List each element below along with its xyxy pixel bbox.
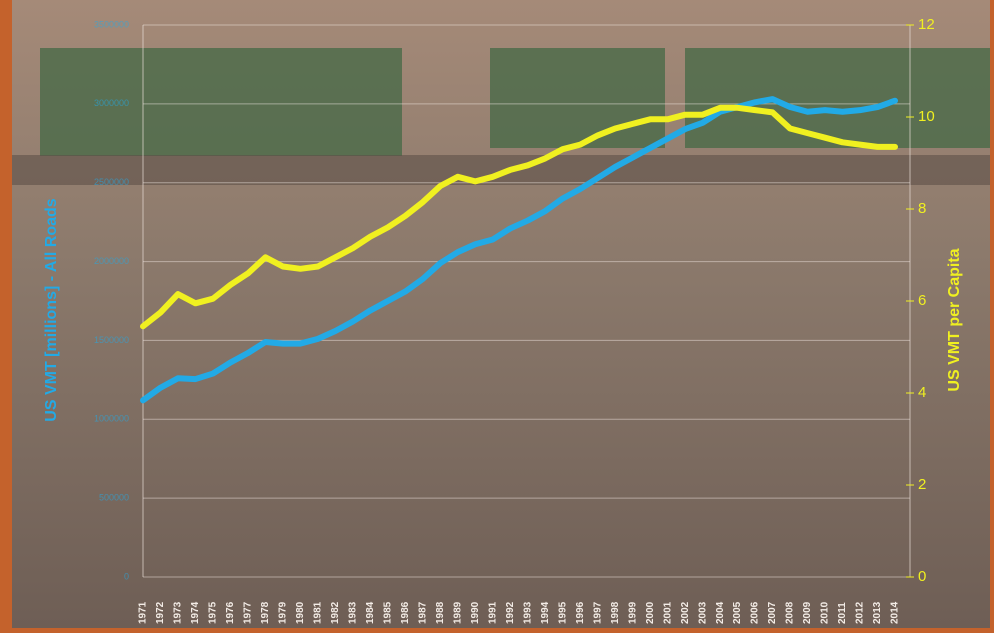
x-tick-label: 2000 <box>645 601 656 624</box>
x-tick-label: 2001 <box>662 601 673 624</box>
x-tick-label: 1972 <box>155 601 166 624</box>
x-tick-label: 1973 <box>173 601 184 624</box>
x-tick-label: 2014 <box>890 601 901 624</box>
series-line <box>140 96 898 404</box>
sign <box>685 48 990 148</box>
overpass <box>12 155 990 185</box>
x-tick-label: 1991 <box>487 601 498 624</box>
y2-tick-label: 4 <box>918 384 926 401</box>
x-tick-label: 1983 <box>348 601 359 624</box>
y2-axis-title: US VMT per Capita <box>946 248 963 391</box>
x-tick-label: 2007 <box>767 601 778 624</box>
y-tick-label: 1500000 <box>94 335 129 345</box>
x-tick-label: 1997 <box>592 601 603 624</box>
sign <box>40 48 402 156</box>
y-tick-label: 2000000 <box>94 256 129 266</box>
x-tick-label: 1992 <box>505 601 516 624</box>
x-tick-label: 2010 <box>820 601 831 624</box>
y-tick-label: 0 <box>124 571 129 581</box>
x-tick-label: 1989 <box>452 601 463 624</box>
x-tick-label: 1980 <box>295 601 306 624</box>
x-tick-label: 1988 <box>435 601 446 624</box>
y2-tick-label: 2 <box>918 476 926 493</box>
x-tick-label: 2012 <box>855 601 866 624</box>
x-tick-label: 1995 <box>557 601 568 624</box>
y-tick-label: 500000 <box>99 493 129 503</box>
x-tick-label: 1982 <box>330 601 341 624</box>
x-tick-label: 1971 <box>138 601 149 624</box>
y2-tick-label: 0 <box>918 568 926 585</box>
sign <box>490 48 665 148</box>
x-tick-label: 1993 <box>522 601 533 624</box>
x-tick-label: 1998 <box>610 601 621 624</box>
y-tick-label: 2500000 <box>94 177 129 187</box>
x-tick-label: 2011 <box>837 602 848 624</box>
x-tick-label: 1994 <box>540 601 551 624</box>
y2-tick-label: 10 <box>918 108 935 125</box>
y-tick-label: 3500000 <box>94 19 129 29</box>
x-tick-label: 2008 <box>785 601 796 624</box>
series-line <box>140 104 898 330</box>
x-tick-label: 1990 <box>470 601 481 624</box>
x-tick-label: 2009 <box>802 601 813 624</box>
x-tick-label: 2003 <box>697 601 708 624</box>
x-tick-label: 1985 <box>382 601 393 624</box>
x-tick-label: 1987 <box>417 601 428 624</box>
x-tick-label: 1977 <box>243 601 254 624</box>
x-tick-label: 1974 <box>190 601 201 624</box>
x-tick-label: 1981 <box>313 601 324 624</box>
y2-tick-label: 12 <box>918 16 935 33</box>
x-tick-label: 1999 <box>627 601 638 624</box>
x-tick-label: 1975 <box>208 601 219 624</box>
y-tick-label: 1000000 <box>94 414 129 424</box>
x-tick-label: 1978 <box>260 601 271 624</box>
x-tick-label: 1984 <box>365 601 376 624</box>
x-tick-label: 1996 <box>575 601 586 624</box>
x-tick-label: 2005 <box>732 601 743 624</box>
x-tick-label: 2002 <box>680 601 691 624</box>
y-axis-title: US VMT [millions] - All Roads <box>43 198 60 422</box>
x-tick-label: 1976 <box>225 601 236 624</box>
y-tick-label: 3000000 <box>94 98 129 108</box>
x-tick-label: 2004 <box>715 601 726 624</box>
x-tick-label: 2013 <box>872 601 883 624</box>
x-tick-label: 1979 <box>278 601 289 624</box>
y2-tick-label: 6 <box>918 292 926 309</box>
x-tick-label: 2006 <box>750 601 761 624</box>
x-tick-label: 1986 <box>400 601 411 624</box>
y2-tick-label: 8 <box>918 200 926 217</box>
